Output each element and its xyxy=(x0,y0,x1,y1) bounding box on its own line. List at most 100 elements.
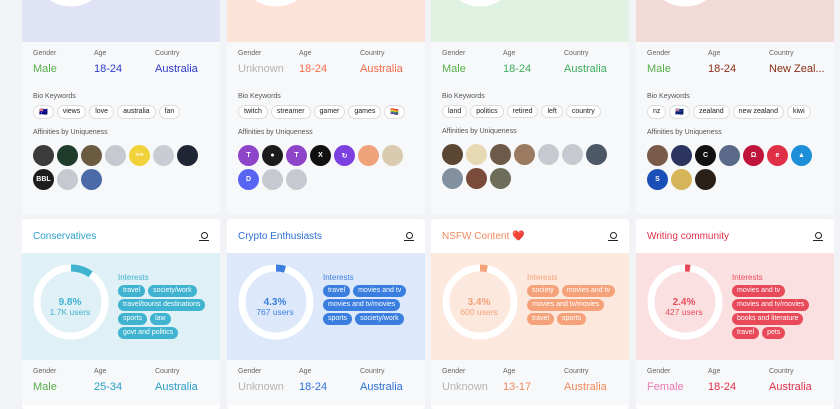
avatar[interactable] xyxy=(466,168,487,189)
pin-icon[interactable] xyxy=(607,230,619,242)
avatar[interactable] xyxy=(695,169,716,190)
avatar[interactable] xyxy=(466,144,487,165)
avatar[interactable] xyxy=(647,145,668,166)
audience-card[interactable]: NSFW Content ❤️ 3.4% 600 users Interests soc… xyxy=(431,219,629,409)
avatar[interactable] xyxy=(57,145,78,166)
interest-tag[interactable]: movies and tv xyxy=(732,285,786,297)
interest-tag[interactable]: movies and tv/movies xyxy=(527,299,605,311)
interest-tag[interactable]: society xyxy=(527,285,559,297)
avatar[interactable] xyxy=(586,144,607,165)
avatar[interactable] xyxy=(177,145,198,166)
avatar[interactable] xyxy=(81,145,102,166)
interest-tag[interactable]: society/work xyxy=(355,313,404,325)
avatar[interactable] xyxy=(81,169,102,190)
interest-tag[interactable]: pets xyxy=(762,327,786,339)
keyword-chip[interactable]: games xyxy=(348,105,382,119)
interest-tag[interactable]: movies and tv/movies xyxy=(323,299,401,311)
keyword-chip[interactable]: retired xyxy=(506,105,539,118)
audience-card[interactable]: Writing community 2.4% 427 users Interests m… xyxy=(636,219,834,409)
keyword-chip[interactable]: fan xyxy=(158,105,181,119)
avatar[interactable] xyxy=(442,168,463,189)
keyword-chip[interactable]: zealand xyxy=(693,105,730,119)
avatar[interactable]: S xyxy=(647,169,668,190)
avatar[interactable]: ● xyxy=(262,145,283,166)
keyword-chip[interactable]: left xyxy=(541,105,563,118)
avatar[interactable] xyxy=(671,145,692,166)
pin-icon[interactable] xyxy=(403,230,415,242)
keyword-chip[interactable]: love xyxy=(89,105,115,119)
keyword-chip[interactable]: 🇦🇺 xyxy=(33,105,54,119)
keyword-chip[interactable]: gamer xyxy=(313,105,346,119)
keyword-chip[interactable]: new zealand xyxy=(732,105,784,119)
avatar[interactable] xyxy=(382,145,403,166)
interest-tag[interactable]: sports xyxy=(323,313,353,325)
audience-card[interactable]: hobbies and interests/g...travel Gender Un… xyxy=(227,0,425,214)
card-title[interactable]: NSFW Content ❤️ xyxy=(442,230,525,242)
keyword-chip[interactable]: streamer xyxy=(270,105,311,119)
audience-card[interactable]: movies and tv/moviespets Gender Male Age 18-… xyxy=(636,0,834,214)
interest-tag[interactable]: travel/tourist destinations xyxy=(118,299,206,311)
keyword-chip[interactable]: 🇳🇿 xyxy=(669,105,691,119)
avatar[interactable] xyxy=(514,144,535,165)
pin-icon[interactable] xyxy=(198,230,210,242)
avatar[interactable] xyxy=(57,169,78,190)
audience-card[interactable]: Conservatives 9.8% 1.7K users Interests trav… xyxy=(22,219,220,409)
interest-tag[interactable]: govt and politics xyxy=(118,327,179,339)
interest-tag[interactable]: society/work xyxy=(148,285,197,297)
interests-block: Interests travel movies and tv movies and t… xyxy=(323,273,423,325)
audience-card[interactable]: travel/tourist destinationsmovies and tv… xyxy=(22,0,220,214)
avatar[interactable] xyxy=(286,169,307,190)
interest-tag[interactable]: travel xyxy=(118,285,146,297)
keyword-chip[interactable]: nz xyxy=(647,105,667,119)
interest-tag[interactable]: movies and tv xyxy=(353,285,407,297)
interest-tag[interactable]: travel xyxy=(323,285,351,297)
avatar[interactable] xyxy=(262,169,283,190)
audience-card[interactable]: society/worksciencepets Gender Male Age 18-2… xyxy=(431,0,629,214)
avatar[interactable]: C xyxy=(695,145,716,166)
card-title[interactable]: Conservatives xyxy=(33,230,97,242)
avatar[interactable] xyxy=(562,144,583,165)
audience-card[interactable]: Crypto Enthusiasts 4.3% 767 users Interests… xyxy=(227,219,425,409)
gender-label: Gender xyxy=(33,368,57,375)
avatar[interactable]: T xyxy=(238,145,259,166)
pin-icon[interactable] xyxy=(812,230,824,242)
card-title[interactable]: Writing community xyxy=(647,230,730,242)
avatar[interactable]: ▲ xyxy=(791,145,812,166)
avatar[interactable] xyxy=(538,144,559,165)
keyword-chip[interactable]: twitch xyxy=(238,105,268,119)
avatar[interactable] xyxy=(490,144,511,165)
avatar[interactable] xyxy=(490,168,511,189)
avatar[interactable]: Ω xyxy=(743,145,764,166)
avatar[interactable]: T xyxy=(286,145,307,166)
keyword-chip[interactable]: country xyxy=(565,105,601,118)
keyword-chip[interactable]: 🏳️‍🌈 xyxy=(384,105,406,119)
interest-tag[interactable]: movies and tv xyxy=(561,285,615,297)
avatar[interactable] xyxy=(719,145,740,166)
interest-tag[interactable]: sports xyxy=(557,313,587,325)
avatar[interactable]: ↻ xyxy=(334,145,355,166)
avatar[interactable]: BBL xyxy=(33,169,54,190)
keyword-chip[interactable]: kiwi xyxy=(786,105,811,119)
interest-tag[interactable]: travel xyxy=(732,327,760,339)
age-value: 25-34 xyxy=(94,381,123,393)
interest-tag[interactable]: travel xyxy=(527,313,555,325)
card-title[interactable]: Crypto Enthusiasts xyxy=(238,230,322,242)
keyword-chip[interactable]: land xyxy=(442,105,468,118)
avatar[interactable] xyxy=(442,144,463,165)
avatar[interactable]: e xyxy=(767,145,788,166)
avatar[interactable]: X xyxy=(310,145,331,166)
avatar[interactable]: ≡≡ xyxy=(129,145,150,166)
interest-tag[interactable]: movies and tv/movies xyxy=(732,299,810,311)
avatar[interactable] xyxy=(153,145,174,166)
keyword-chip[interactable]: politics xyxy=(470,105,504,118)
avatar[interactable] xyxy=(105,145,126,166)
avatar[interactable] xyxy=(33,145,54,166)
avatar[interactable] xyxy=(358,145,379,166)
interest-tag[interactable]: sports xyxy=(118,313,148,325)
interest-tag[interactable]: books and literature xyxy=(732,313,804,325)
avatar[interactable] xyxy=(671,169,692,190)
interest-tag[interactable]: law xyxy=(150,313,171,325)
keyword-chip[interactable]: views xyxy=(56,105,87,119)
keyword-chip[interactable]: australia xyxy=(117,105,156,119)
avatar[interactable]: D xyxy=(238,169,259,190)
